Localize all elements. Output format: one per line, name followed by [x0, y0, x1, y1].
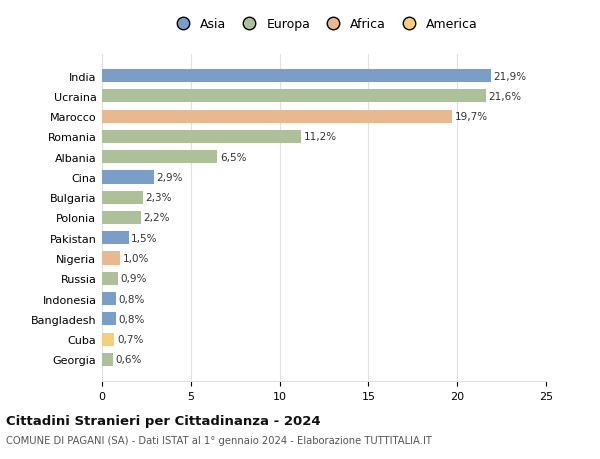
Text: 1,5%: 1,5% [131, 233, 158, 243]
Bar [102, 70, 491, 83]
Bar [102, 272, 118, 285]
Text: 19,7%: 19,7% [455, 112, 488, 122]
Text: 0,8%: 0,8% [119, 294, 145, 304]
Text: 21,9%: 21,9% [494, 72, 527, 81]
Bar [102, 313, 116, 326]
Text: COMUNE DI PAGANI (SA) - Dati ISTAT al 1° gennaio 2024 - Elaborazione TUTTITALIA.: COMUNE DI PAGANI (SA) - Dati ISTAT al 1°… [6, 435, 432, 445]
Text: 0,7%: 0,7% [117, 334, 143, 344]
Bar [102, 191, 143, 204]
Bar [102, 212, 141, 224]
Bar [102, 151, 217, 164]
Text: 6,5%: 6,5% [220, 152, 247, 162]
Text: 2,9%: 2,9% [156, 173, 182, 183]
Text: 2,3%: 2,3% [146, 193, 172, 203]
Text: 0,6%: 0,6% [115, 355, 142, 364]
Text: 11,2%: 11,2% [304, 132, 337, 142]
Bar [102, 90, 485, 103]
Text: 1,0%: 1,0% [122, 253, 149, 263]
Text: 0,8%: 0,8% [119, 314, 145, 324]
Bar [102, 252, 120, 265]
Text: Cittadini Stranieri per Cittadinanza - 2024: Cittadini Stranieri per Cittadinanza - 2… [6, 414, 320, 428]
Bar [102, 171, 154, 184]
Bar [102, 292, 116, 306]
Bar [102, 232, 128, 245]
Text: 0,9%: 0,9% [121, 274, 147, 284]
Text: 2,2%: 2,2% [144, 213, 170, 223]
Legend: Asia, Europa, Africa, America: Asia, Europa, Africa, America [167, 16, 481, 34]
Text: 21,6%: 21,6% [488, 92, 521, 102]
Bar [102, 353, 113, 366]
Bar [102, 333, 115, 346]
Bar [102, 110, 452, 123]
Bar [102, 130, 301, 144]
